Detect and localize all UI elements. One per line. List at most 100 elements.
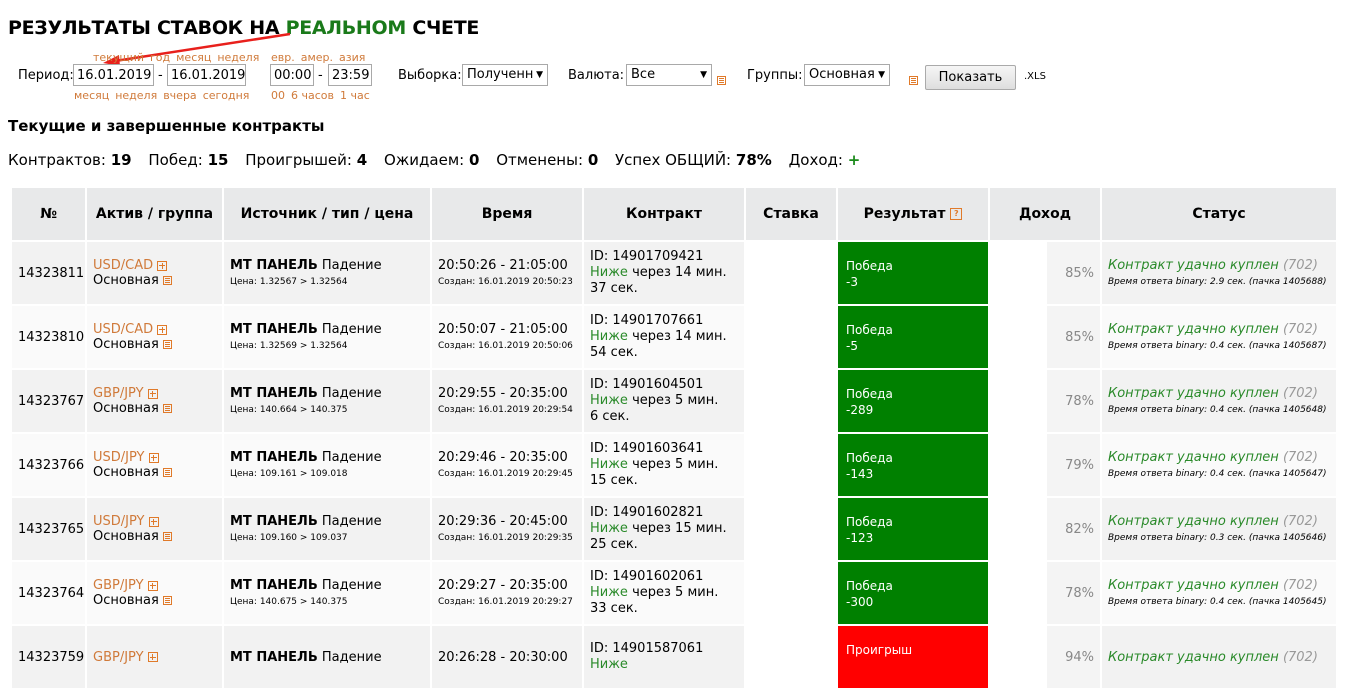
- col-status[interactable]: Статус: [1100, 186, 1338, 242]
- asset-link[interactable]: USD/JPY: [93, 450, 145, 465]
- dropdown-arrow-icon: ▼: [700, 70, 707, 80]
- created-time: Создан: 16.01.2019 20:29:35: [438, 533, 573, 543]
- group-list-icon[interactable]: [162, 532, 172, 541]
- status-text: Контракт удачно куплен (702): [1108, 514, 1318, 529]
- status-code: (702): [1282, 322, 1318, 337]
- table-header: № Актив / группа Источник / тип / цена В…: [10, 186, 1338, 242]
- time-cell: 20:26:28 - 20:30:00: [430, 624, 584, 690]
- contract-id: ID: 14901603641: [590, 441, 704, 456]
- hint-week[interactable]: неделя: [217, 51, 260, 64]
- expiry-seconds: 54 сек.: [590, 345, 638, 360]
- hint-eur[interactable]: евр.: [271, 51, 295, 64]
- group-list-icon[interactable]: [162, 404, 172, 413]
- table-row: 14323767 GBP/JPY Основная МТ ПАНЕЛЬ Паде…: [10, 368, 1338, 434]
- col-income[interactable]: Доход: [988, 186, 1102, 242]
- source-cell: МТ ПАНЕЛЬ Падение Цена: 1.32569 > 1.32564: [222, 304, 432, 370]
- date-hints-bottom: месяц неделя вчера сегодня: [74, 89, 255, 102]
- result-badge: Победа -143: [839, 435, 987, 495]
- hint-asia[interactable]: азия: [339, 51, 366, 64]
- group-name: Основная: [93, 529, 159, 544]
- expand-plus-icon[interactable]: [148, 452, 159, 463]
- groups-select[interactable]: Основная ▼: [804, 64, 890, 86]
- time-to-input[interactable]: 23:59: [328, 64, 372, 86]
- stake-cell: [744, 368, 838, 434]
- date-from-input[interactable]: 16.01.2019: [73, 64, 154, 86]
- group-list-icon[interactable]: [162, 340, 172, 349]
- hint-amer[interactable]: амер.: [300, 51, 334, 64]
- trade-type: Падение: [321, 514, 382, 529]
- asset-link[interactable]: USD/CAD: [93, 322, 154, 337]
- hint-00[interactable]: 00: [271, 89, 285, 102]
- hint-current[interactable]: текущий: [93, 51, 144, 64]
- contracts-label: Контрактов:: [8, 151, 106, 169]
- currency-select[interactable]: Все ▼: [626, 64, 712, 86]
- time-from-input[interactable]: 00:00: [270, 64, 314, 86]
- hint-week[interactable]: неделя: [115, 89, 158, 102]
- hint-month[interactable]: месяц: [176, 51, 212, 64]
- status-message: Контракт удачно куплен: [1108, 386, 1279, 401]
- col-asset[interactable]: Актив / группа: [85, 186, 224, 242]
- contracts-count: 19: [110, 151, 132, 169]
- asset-link[interactable]: GBP/JPY: [93, 578, 144, 593]
- result-badge: Победа -289: [839, 371, 987, 431]
- col-contract[interactable]: Контракт: [582, 186, 746, 242]
- hint-1h[interactable]: 1 час: [340, 89, 370, 102]
- hint-yesterday[interactable]: вчера: [163, 89, 197, 102]
- hint-today[interactable]: сегодня: [202, 89, 250, 102]
- col-time[interactable]: Время: [430, 186, 584, 242]
- status-message: Контракт удачно куплен: [1108, 578, 1279, 593]
- contract-cell: ID: 14901707661 Ниже через 14 мин. 54 сек.: [582, 304, 746, 370]
- result-cell: Проигрыш: [836, 624, 990, 690]
- groups-value: Основная: [809, 67, 875, 82]
- asset-link[interactable]: GBP/JPY: [93, 649, 144, 665]
- expand-plus-icon[interactable]: [147, 388, 158, 399]
- selection-select[interactable]: Полученн ▼: [462, 64, 548, 86]
- status-message: Контракт удачно куплен: [1108, 450, 1279, 465]
- show-button[interactable]: Показать: [925, 65, 1016, 90]
- expand-plus-icon[interactable]: [148, 516, 159, 527]
- status-cell: Контракт удачно куплен (702) Время ответа…: [1100, 368, 1338, 434]
- hint-year[interactable]: год: [150, 51, 171, 64]
- table-row: 14323810 USD/CAD Основная МТ ПАНЕЛЬ Паде…: [10, 304, 1338, 370]
- section-title: Текущие и завершенные контракты: [8, 117, 325, 135]
- currency-list-icon[interactable]: [717, 76, 726, 85]
- expand-plus-icon[interactable]: [147, 652, 158, 662]
- hint-6h[interactable]: 6 часов: [291, 89, 334, 102]
- selection-value: Полученн: [467, 67, 534, 82]
- source-name: МТ ПАНЕЛЬ: [230, 649, 318, 665]
- col-source[interactable]: Источник / тип / цена: [222, 186, 432, 242]
- expand-plus-icon[interactable]: [157, 324, 168, 335]
- date-to-input[interactable]: 16.01.2019: [167, 64, 246, 86]
- source-name: МТ ПАНЕЛЬ: [230, 258, 318, 273]
- income-cell: 82%: [988, 496, 1102, 562]
- status-cell: Контракт удачно куплен (702) Время ответа…: [1100, 304, 1338, 370]
- income-cell: 79%: [988, 432, 1102, 498]
- hint-month[interactable]: месяц: [74, 89, 110, 102]
- expand-plus-icon[interactable]: [157, 260, 168, 271]
- title-highlight: РЕАЛЬНОМ: [285, 17, 407, 39]
- col-number[interactable]: №: [10, 186, 87, 242]
- expiry-seconds: 15 сек.: [590, 473, 638, 488]
- col-stake[interactable]: Ставка: [744, 186, 838, 242]
- groups-list-icon[interactable]: [909, 76, 919, 85]
- group-list-icon[interactable]: [162, 276, 172, 285]
- group-list-icon[interactable]: [162, 596, 172, 605]
- group-list-icon[interactable]: [162, 468, 172, 477]
- result-badge: Победа -300: [839, 563, 987, 623]
- result-value: -300: [846, 595, 874, 609]
- income-cell: 85%: [988, 240, 1102, 306]
- result-cell: Победа -289: [836, 368, 990, 434]
- asset-link[interactable]: USD/JPY: [93, 514, 145, 529]
- asset-link[interactable]: USD/CAD: [93, 258, 154, 273]
- time-cell: 20:50:26 - 21:05:00 Создан: 16.01.2019 20…: [430, 240, 584, 306]
- contract-id: ID: 14901604501: [590, 377, 704, 392]
- asset-link[interactable]: GBP/JPY: [93, 386, 144, 401]
- status-text: Контракт удачно куплен (702): [1108, 578, 1318, 593]
- status-cell: Контракт удачно куплен (702) Время ответа…: [1100, 432, 1338, 498]
- date-dash: -: [158, 68, 163, 83]
- col-result[interactable]: Результат ?: [836, 186, 990, 242]
- xls-link[interactable]: .XLS: [1024, 71, 1046, 82]
- expand-plus-icon[interactable]: [147, 580, 158, 591]
- success-label: Успех ОБЩИЙ:: [615, 151, 732, 169]
- help-icon[interactable]: ?: [950, 208, 963, 220]
